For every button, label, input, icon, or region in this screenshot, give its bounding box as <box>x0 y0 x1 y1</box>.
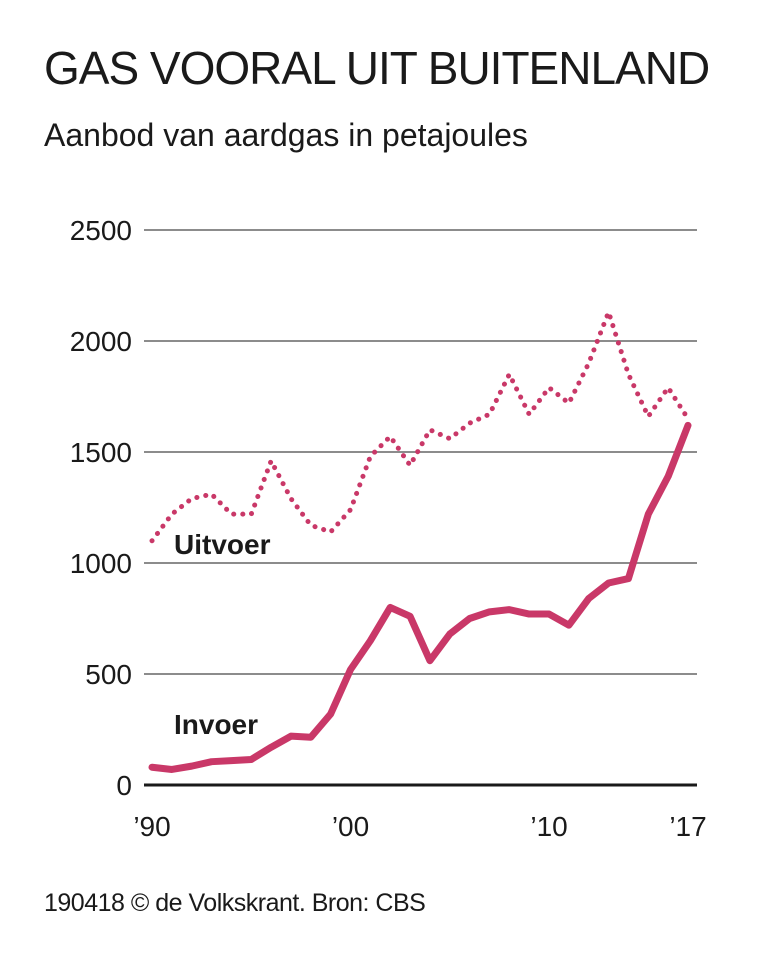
line-chart: 0 500 1000 1500 2000 2500 ’90 ’00 ’10 ’17 Uitvoe… <box>70 215 707 842</box>
series-line-invoer <box>148 421 692 773</box>
x-tick-label-2000: ’00 <box>332 811 369 842</box>
chart-title: GAS VOORAL UIT BUITENLAND <box>44 42 710 94</box>
x-axis-labels: ’90 ’00 ’10 ’17 <box>133 811 706 842</box>
series-lines <box>148 309 692 773</box>
y-axis-labels: 0 500 1000 1500 2000 2500 <box>70 215 132 801</box>
x-tick-label-2010: ’10 <box>530 811 567 842</box>
y-tick-label-0: 0 <box>116 770 132 801</box>
y-tick-label-2500: 2500 <box>70 215 132 246</box>
x-tick-label-1990: ’90 <box>133 811 170 842</box>
y-tick-label-500: 500 <box>85 659 132 690</box>
y-tick-label-1000: 1000 <box>70 548 132 579</box>
x-tick-label-2017: ’17 <box>669 811 706 842</box>
source-credit: 190418 © de Volkskrant. Bron: CBS <box>44 889 426 917</box>
series-label-invoer: Invoer <box>174 709 258 740</box>
series-label-uitvoer: Uitvoer <box>174 529 271 560</box>
y-tick-label-1500: 1500 <box>70 437 132 468</box>
chart-subtitle: Aanbod van aardgas in petajoules <box>44 117 528 153</box>
series-line-uitvoer <box>149 309 691 544</box>
grid-lines <box>144 229 697 787</box>
y-tick-label-2000: 2000 <box>70 326 132 357</box>
